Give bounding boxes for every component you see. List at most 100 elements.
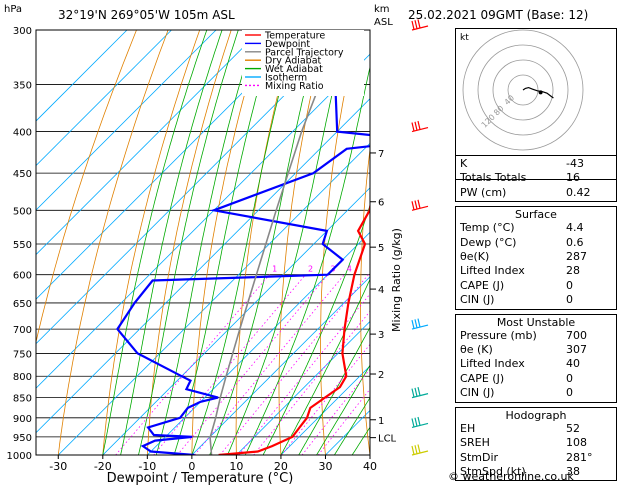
table-row: K -43 [460,157,612,171]
pressure-tick-label: 600 [13,271,32,282]
km-tick-label: 1 [378,416,384,427]
row-label: Pressure (mb) [460,328,537,342]
dry-adiabat-line [191,30,264,455]
wet-adiabat-line [244,65,370,455]
row-label: Lifted Index [460,264,525,278]
km-tick-label: 4 [378,285,384,296]
pressure-tick-label: 550 [13,240,32,251]
isotherm-line [236,320,370,455]
row-label: CAPE (J) [460,278,505,292]
hodograph-ring [492,59,554,121]
isotherm-line [36,30,261,256]
isotherm-line [36,30,217,211]
pressure-tick-label: 800 [13,372,32,383]
sounding-series [116,30,370,455]
row-value: 108 [566,436,587,450]
mixing-ratio-label: 2 [308,265,313,274]
wet-adiabat-line [316,364,370,455]
km-unit-label: km [374,4,390,15]
isotherm-line [191,276,370,455]
x-tick-label: -10 [138,460,156,473]
wet-adiabat-line [227,30,348,455]
isotherm-line [36,30,172,167]
mixing-ratio-axis-title: Mixing Ratio (g/kg) [390,228,403,332]
wind-barb [411,386,429,399]
isotherm-line [36,98,370,434]
pressure-tick-label: 700 [13,325,32,336]
copyright-footer: © weatheronline.co.uk [448,470,574,483]
row-value: 0 [566,371,573,385]
table-row: StmSpd (kt) 38 [460,465,612,479]
indices-panel: K -43 Totals Totals 16 PW (cm) 0.42 Surface T… [455,155,617,482]
wind-barb [411,444,429,456]
grid-lines: 1 2 3 4 6 8 10 15 20 25 [36,30,376,455]
km-tick-label: 5 [378,243,384,254]
isotherm-line [36,30,128,122]
legend-background [242,30,364,96]
hodograph-ring [477,44,569,136]
row-value: -43 [566,157,584,170]
table-row: CIN (J) 0 [460,293,612,307]
dry-adiabat-line [360,146,370,455]
km-tick-label: 2 [378,370,384,381]
x-tick-label: 30 [318,460,332,473]
x-tick-label: -30 [49,460,67,473]
wet-adiabat-line [262,204,370,455]
row-label: Dewp (°C) [460,235,517,249]
row-label: CIN (J) [460,293,495,307]
row-label: Temp (°C) [460,221,515,235]
table-row: StmDir 281° [460,451,612,465]
table-row: Pressure (mb) 700 [460,329,612,343]
pressure-tick-label: 750 [13,349,32,360]
wet-adiabat-line [209,30,321,455]
table-row: PW (cm) 0.42 [460,186,612,200]
asl-unit-label: ASL [374,17,393,28]
wet-adiabat-line [280,278,370,455]
hodograph-unit-label: kt [460,33,469,43]
x-tick-label: 0 [188,460,195,473]
dewpoint-line [116,30,370,455]
hodograph-frame [455,28,617,180]
table-row: Lifted Index 40 [460,357,612,371]
row-value: 0.6 [566,235,584,249]
dry-adiabat-line [57,30,169,455]
table-row: CIN (J) 0 [460,386,612,400]
legend-label: Dry Adiabat [265,56,322,67]
row-value: 38 [566,464,580,478]
wind-barb [411,416,429,429]
parcel-trajectory-line [209,30,342,455]
table-row: SREH 108 [460,436,612,450]
row-value: 287 [566,250,587,264]
pressure-tick-label: 450 [13,169,32,180]
wet-adiabat-line [138,30,239,455]
wind-barb [411,199,429,211]
table-row: Lifted Index 28 [460,264,612,278]
table-row: Temp (°C) 4.4 [460,221,612,235]
dry-adiabat-line [146,30,232,455]
mixing-ratio-line [219,274,369,455]
axis-labels: 3003504004505005506006507007508008509009… [7,26,397,473]
most-unstable-title: Most Unstable [496,315,576,329]
surface-title: Surface [515,208,557,222]
mixing-ratio-line [301,368,370,455]
row-label: StmDir [460,450,499,464]
mixing-ratio-label: 6 [371,265,376,274]
wet-adiabat-line [155,30,257,455]
dry-adiabat-line [102,30,201,455]
table-row: Dewp (°C) 0.6 [460,236,612,250]
row-label: SREH [460,436,490,450]
x-tick-label: 10 [229,460,243,473]
row-value: 307 [566,343,587,357]
pressure-tick-label: 350 [13,80,32,91]
row-value: 40 [566,357,580,371]
pressure-tick-label: 500 [13,206,32,217]
row-value: 0 [566,278,573,292]
wind-barbs [411,19,429,456]
pressure-tick-label: 650 [13,299,32,310]
row-label: CAPE (J) [460,371,505,385]
temperature-line [218,201,370,455]
pressure-tick-label: 850 [13,394,32,405]
pressure-tick-label: 900 [13,414,32,425]
